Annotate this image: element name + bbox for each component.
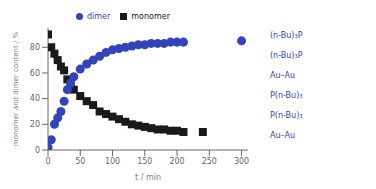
svg-text:P(n-Bu)₃: P(n-Bu)₃ — [270, 111, 303, 120]
svg-text:60: 60 — [30, 69, 40, 78]
svg-text:20: 20 — [30, 120, 40, 129]
svg-text:monomer and dimer content / %: monomer and dimer content / % — [12, 31, 20, 146]
svg-text:200: 200 — [169, 157, 184, 166]
svg-text:(n-Bu)₃P: (n-Bu)₃P — [270, 51, 303, 60]
svg-text:0: 0 — [35, 146, 40, 155]
svg-text:0: 0 — [45, 157, 50, 166]
html-text:dimer: dimer — [87, 12, 111, 21]
svg-text:t / min: t / min — [135, 173, 161, 180]
svg-text:100: 100 — [105, 157, 120, 166]
svg-text:Au–Au: Au–Au — [270, 71, 295, 80]
svg-text:(n-Bu)₃P: (n-Bu)₃P — [270, 31, 303, 40]
svg-text:80: 80 — [30, 43, 40, 52]
svg-text:P(n-Bu)₃: P(n-Bu)₃ — [270, 91, 303, 100]
svg-text:250: 250 — [202, 157, 217, 166]
svg-text:50: 50 — [75, 157, 85, 166]
html-text:monomer: monomer — [131, 12, 170, 21]
svg-text:40: 40 — [30, 94, 40, 103]
svg-text:300: 300 — [234, 157, 249, 166]
svg-text:150: 150 — [137, 157, 152, 166]
svg-text:Au–Au: Au–Au — [270, 131, 295, 140]
